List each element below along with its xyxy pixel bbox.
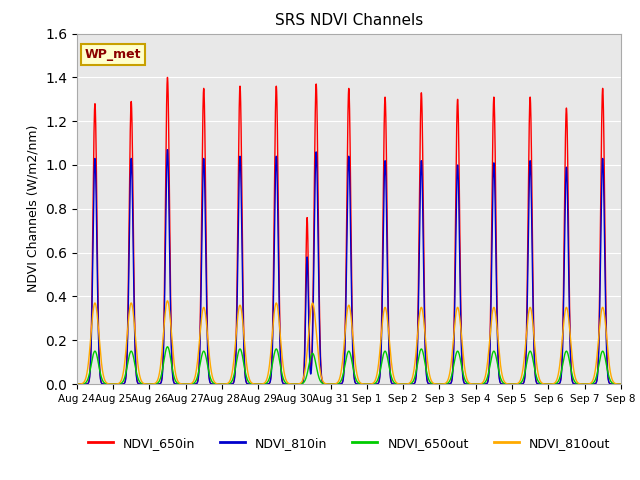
NDVI_810in (73, 381, 81, 387)
NDVI_810in (501, 381, 509, 387)
Line: NDVI_810in: NDVI_810in (77, 150, 621, 384)
NDVI_650out (501, 381, 509, 386)
Title: SRS NDVI Channels: SRS NDVI Channels (275, 13, 423, 28)
NDVI_650in (615, 381, 623, 387)
NDVI_650out (617, 381, 625, 387)
NDVI_810out (164, 298, 172, 304)
NDVI_810out (276, 335, 284, 341)
NDVI_650in (164, 74, 172, 80)
NDVI_810out (501, 380, 509, 385)
NDVI_650out (424, 374, 431, 380)
NDVI_810in (615, 381, 623, 387)
NDVI_650in (617, 381, 625, 387)
NDVI_810out (617, 381, 625, 387)
NDVI_810out (184, 381, 191, 387)
NDVI_810in (164, 147, 172, 153)
NDVI_650in (184, 381, 191, 387)
NDVI_650in (73, 381, 81, 387)
Line: NDVI_810out: NDVI_810out (77, 301, 621, 384)
NDVI_650out (184, 381, 191, 387)
Y-axis label: NDVI Channels (W/m2/nm): NDVI Channels (W/m2/nm) (26, 125, 40, 292)
NDVI_650in (189, 381, 197, 387)
NDVI_650out (73, 381, 81, 387)
Line: NDVI_650in: NDVI_650in (77, 77, 621, 384)
NDVI_650out (276, 363, 284, 369)
NDVI_810in (184, 381, 191, 387)
NDVI_810in (189, 381, 197, 387)
NDVI_650in (276, 350, 284, 356)
NDVI_650out (164, 344, 172, 349)
NDVI_650in (501, 381, 509, 387)
Line: NDVI_650out: NDVI_650out (77, 347, 621, 384)
NDVI_810in (424, 380, 431, 386)
NDVI_650out (615, 381, 623, 387)
NDVI_810out (189, 379, 197, 384)
NDVI_650in (424, 380, 431, 385)
NDVI_650out (189, 381, 197, 386)
NDVI_810in (276, 357, 284, 363)
Text: WP_met: WP_met (85, 48, 141, 61)
NDVI_810out (615, 381, 623, 387)
NDVI_810out (73, 381, 81, 387)
Legend: NDVI_650in, NDVI_810in, NDVI_650out, NDVI_810out: NDVI_650in, NDVI_810in, NDVI_650out, NDV… (83, 432, 615, 455)
NDVI_810out (424, 361, 431, 367)
NDVI_810in (617, 381, 625, 387)
